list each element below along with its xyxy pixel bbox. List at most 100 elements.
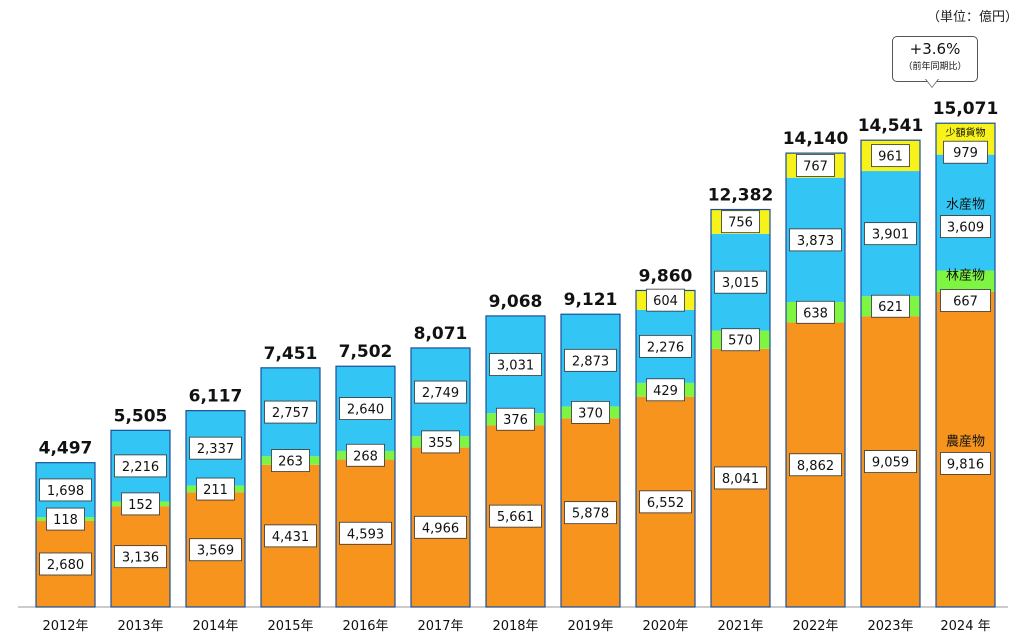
label-agriculture-12-box bbox=[940, 452, 991, 475]
x-tick-label-5: 2017年 bbox=[417, 619, 463, 634]
label-agriculture-4-box bbox=[339, 521, 392, 545]
total-label-5: 8,071 bbox=[414, 324, 468, 344]
label-forestry-11: 621 bbox=[878, 300, 903, 315]
label-forestry-0: 118 bbox=[53, 513, 78, 528]
label-agriculture-2-box bbox=[189, 538, 242, 562]
label-agriculture-9: 8,041 bbox=[722, 472, 759, 487]
label-forestry-10-box bbox=[796, 300, 835, 324]
series-name-forestry: 林産物 bbox=[946, 267, 985, 283]
label-agriculture-10-box bbox=[789, 453, 842, 477]
yoy-callout: +3.6% （前年同期比） bbox=[892, 36, 978, 82]
label-small_cargo-8: 604 bbox=[653, 294, 678, 309]
bar-outline-11 bbox=[860, 139, 921, 608]
label-fishery-1-box bbox=[114, 454, 167, 478]
label-small_cargo-8-box bbox=[646, 288, 685, 312]
x-tick-label-3: 2015年 bbox=[267, 619, 313, 634]
x-tick-label-9: 2021年 bbox=[717, 619, 763, 634]
bar-outline-9 bbox=[710, 208, 771, 608]
label-agriculture-11: 9,059 bbox=[872, 456, 909, 471]
bar-forestry-12 bbox=[936, 270, 995, 292]
label-fishery-7-box bbox=[564, 348, 617, 372]
total-label-2: 6,117 bbox=[189, 387, 243, 407]
label-agriculture-6: 5,661 bbox=[497, 510, 534, 525]
x-tick-label-10: 2022年 bbox=[792, 619, 838, 634]
label-fishery-8-box bbox=[639, 334, 692, 358]
bar-outline-0 bbox=[35, 462, 96, 608]
label-forestry-8: 429 bbox=[653, 384, 678, 399]
label-forestry-6-box bbox=[496, 407, 535, 431]
label-agriculture-11-box bbox=[864, 450, 917, 474]
yoy-change: +3.6% bbox=[909, 40, 961, 58]
total-label-4: 7,502 bbox=[339, 342, 393, 362]
total-label-3: 7,451 bbox=[264, 344, 318, 364]
label-fishery-11-box bbox=[864, 222, 917, 246]
label-fishery-12: 3,609 bbox=[947, 221, 984, 236]
label-fishery-4: 2,640 bbox=[347, 403, 384, 418]
label-forestry-12-box bbox=[940, 289, 991, 312]
label-small_cargo-9-box bbox=[721, 210, 760, 234]
label-small_cargo-12-box bbox=[943, 140, 988, 164]
label-forestry-3: 263 bbox=[278, 455, 303, 470]
label-forestry-2: 211 bbox=[203, 483, 228, 498]
total-label-6: 9,068 bbox=[489, 292, 543, 312]
series-name-agriculture: 農産物 bbox=[946, 433, 985, 449]
label-fishery-2: 2,337 bbox=[197, 442, 234, 457]
label-forestry-7-box bbox=[571, 400, 610, 424]
bar-fishery-12 bbox=[936, 154, 995, 271]
label-forestry-3-box bbox=[271, 449, 310, 472]
total-label-11: 14,541 bbox=[858, 116, 924, 136]
label-fishery-8: 2,276 bbox=[647, 340, 684, 355]
label-forestry-9-box bbox=[721, 328, 760, 352]
label-fishery-7: 2,873 bbox=[572, 354, 609, 369]
label-agriculture-1: 3,136 bbox=[122, 551, 159, 566]
label-small_cargo-11-box bbox=[871, 144, 910, 168]
label-fishery-5-box bbox=[414, 380, 467, 404]
label-agriculture-7: 5,878 bbox=[572, 507, 609, 522]
x-tick-label-11: 2023年 bbox=[867, 619, 913, 634]
label-forestry-9: 570 bbox=[728, 334, 753, 349]
label-forestry-6: 376 bbox=[503, 413, 528, 428]
label-fishery-1: 2,216 bbox=[122, 460, 159, 475]
bar-outline-5 bbox=[410, 347, 471, 608]
label-fishery-0-box bbox=[39, 478, 92, 502]
bar-outline-2 bbox=[185, 410, 246, 608]
x-tick-label-7: 2019年 bbox=[567, 619, 613, 634]
label-fishery-10-box bbox=[789, 228, 842, 252]
series-name-fishery: 水産物 bbox=[946, 197, 985, 213]
label-small_cargo-10-box bbox=[796, 154, 835, 177]
label-fishery-6: 3,031 bbox=[497, 359, 534, 374]
label-fishery-10: 3,873 bbox=[797, 234, 834, 249]
bar-outline-12 bbox=[935, 122, 996, 608]
label-forestry-7: 370 bbox=[578, 406, 603, 421]
label-fishery-11: 3,901 bbox=[872, 228, 909, 243]
x-tick-label-4: 2016年 bbox=[342, 619, 388, 634]
label-fishery-0: 1,698 bbox=[47, 484, 84, 499]
label-agriculture-1-box bbox=[114, 545, 167, 569]
label-agriculture-10: 8,862 bbox=[797, 459, 834, 474]
total-label-7: 9,121 bbox=[564, 290, 618, 310]
bar-outline-1 bbox=[110, 429, 171, 608]
label-forestry-10: 638 bbox=[803, 306, 828, 321]
bar-outline-4 bbox=[335, 365, 396, 608]
total-label-0: 4,497 bbox=[39, 439, 93, 459]
label-small_cargo-11: 961 bbox=[878, 150, 903, 165]
total-label-1: 5,505 bbox=[114, 406, 168, 426]
bar-outline-10 bbox=[785, 152, 846, 608]
label-agriculture-8: 6,552 bbox=[647, 496, 684, 511]
total-label-9: 12,382 bbox=[708, 186, 774, 206]
bar-outline-6 bbox=[485, 315, 546, 608]
x-tick-label-8: 2020年 bbox=[642, 619, 688, 634]
label-fishery-3: 2,757 bbox=[272, 406, 309, 421]
label-forestry-1: 152 bbox=[128, 498, 153, 513]
label-small_cargo-12: 979 bbox=[953, 146, 978, 161]
x-tick-label-2: 2014年 bbox=[192, 619, 238, 634]
label-fishery-9-box bbox=[714, 270, 767, 294]
label-forestry-2-box bbox=[196, 477, 235, 501]
unit-note: （単位：億円） bbox=[926, 10, 1018, 25]
label-agriculture-3: 4,431 bbox=[272, 530, 309, 545]
label-forestry-12: 667 bbox=[953, 294, 978, 309]
label-agriculture-4: 4,593 bbox=[347, 527, 384, 542]
label-forestry-4: 268 bbox=[353, 449, 378, 464]
x-tick-label-6: 2018年 bbox=[492, 619, 538, 634]
